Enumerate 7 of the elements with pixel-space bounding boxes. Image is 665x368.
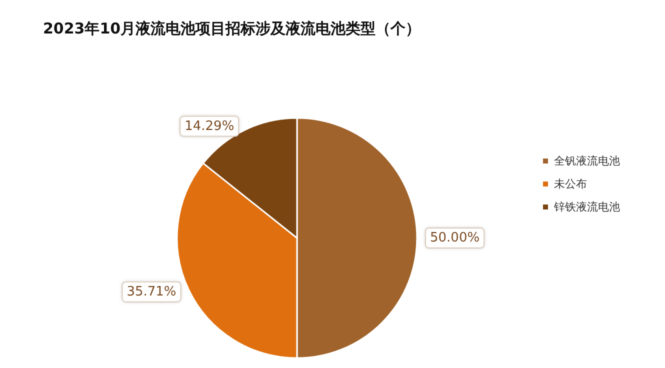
legend-label: 锌铁液流电池 (553, 200, 620, 214)
legend-label: 全钒液流电池 (554, 154, 620, 168)
data-label: 50.00% (430, 230, 480, 246)
chart-title: 2023年10月液流电池项目招标涉及液流电池类型（个） (43, 20, 421, 38)
data-label: 35.71% (126, 284, 176, 300)
data-label: 14.29% (184, 118, 234, 134)
legend-label: 未公布 (554, 178, 587, 190)
